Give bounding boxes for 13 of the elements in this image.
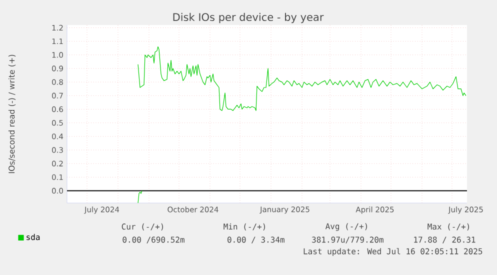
text: 0.00 / 3.34m: [228, 236, 284, 244]
text: Cur (-/+): [122, 223, 164, 231]
y-axis-title: IOs/second read (-) / write (+): [8, 54, 16, 174]
text: 381.97u/779.20m: [312, 236, 384, 244]
chart-title: Disk IOs per device - by year: [173, 12, 324, 24]
text: Min (-/+): [224, 223, 266, 231]
legend-label: sda: [26, 234, 40, 240]
text: Last update: Wed Jul 16 02:05:11 2025: [304, 248, 482, 256]
text: Max (-/+): [428, 223, 470, 231]
text: 0.00 /690.52m: [122, 236, 184, 244]
line-series: [138, 190, 142, 203]
text: Avg (-/+): [325, 223, 368, 231]
text: 17.88 / 26.31: [414, 236, 476, 244]
